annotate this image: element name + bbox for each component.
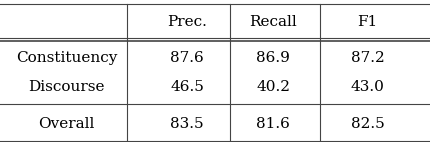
Text: 83.5: 83.5 [170, 117, 204, 130]
Text: Overall: Overall [38, 117, 95, 130]
Text: Constituency: Constituency [16, 51, 117, 64]
Text: F1: F1 [357, 15, 378, 29]
Text: 40.2: 40.2 [256, 80, 290, 94]
Text: 87.6: 87.6 [170, 51, 204, 64]
Text: 46.5: 46.5 [170, 80, 204, 94]
Text: Recall: Recall [249, 15, 297, 29]
Text: 82.5: 82.5 [351, 117, 384, 130]
Text: 87.2: 87.2 [351, 51, 384, 64]
Text: Discourse: Discourse [28, 80, 105, 94]
Text: 43.0: 43.0 [351, 80, 384, 94]
Text: 81.6: 81.6 [256, 117, 290, 130]
Text: Prec.: Prec. [167, 15, 207, 29]
Text: 86.9: 86.9 [256, 51, 290, 64]
